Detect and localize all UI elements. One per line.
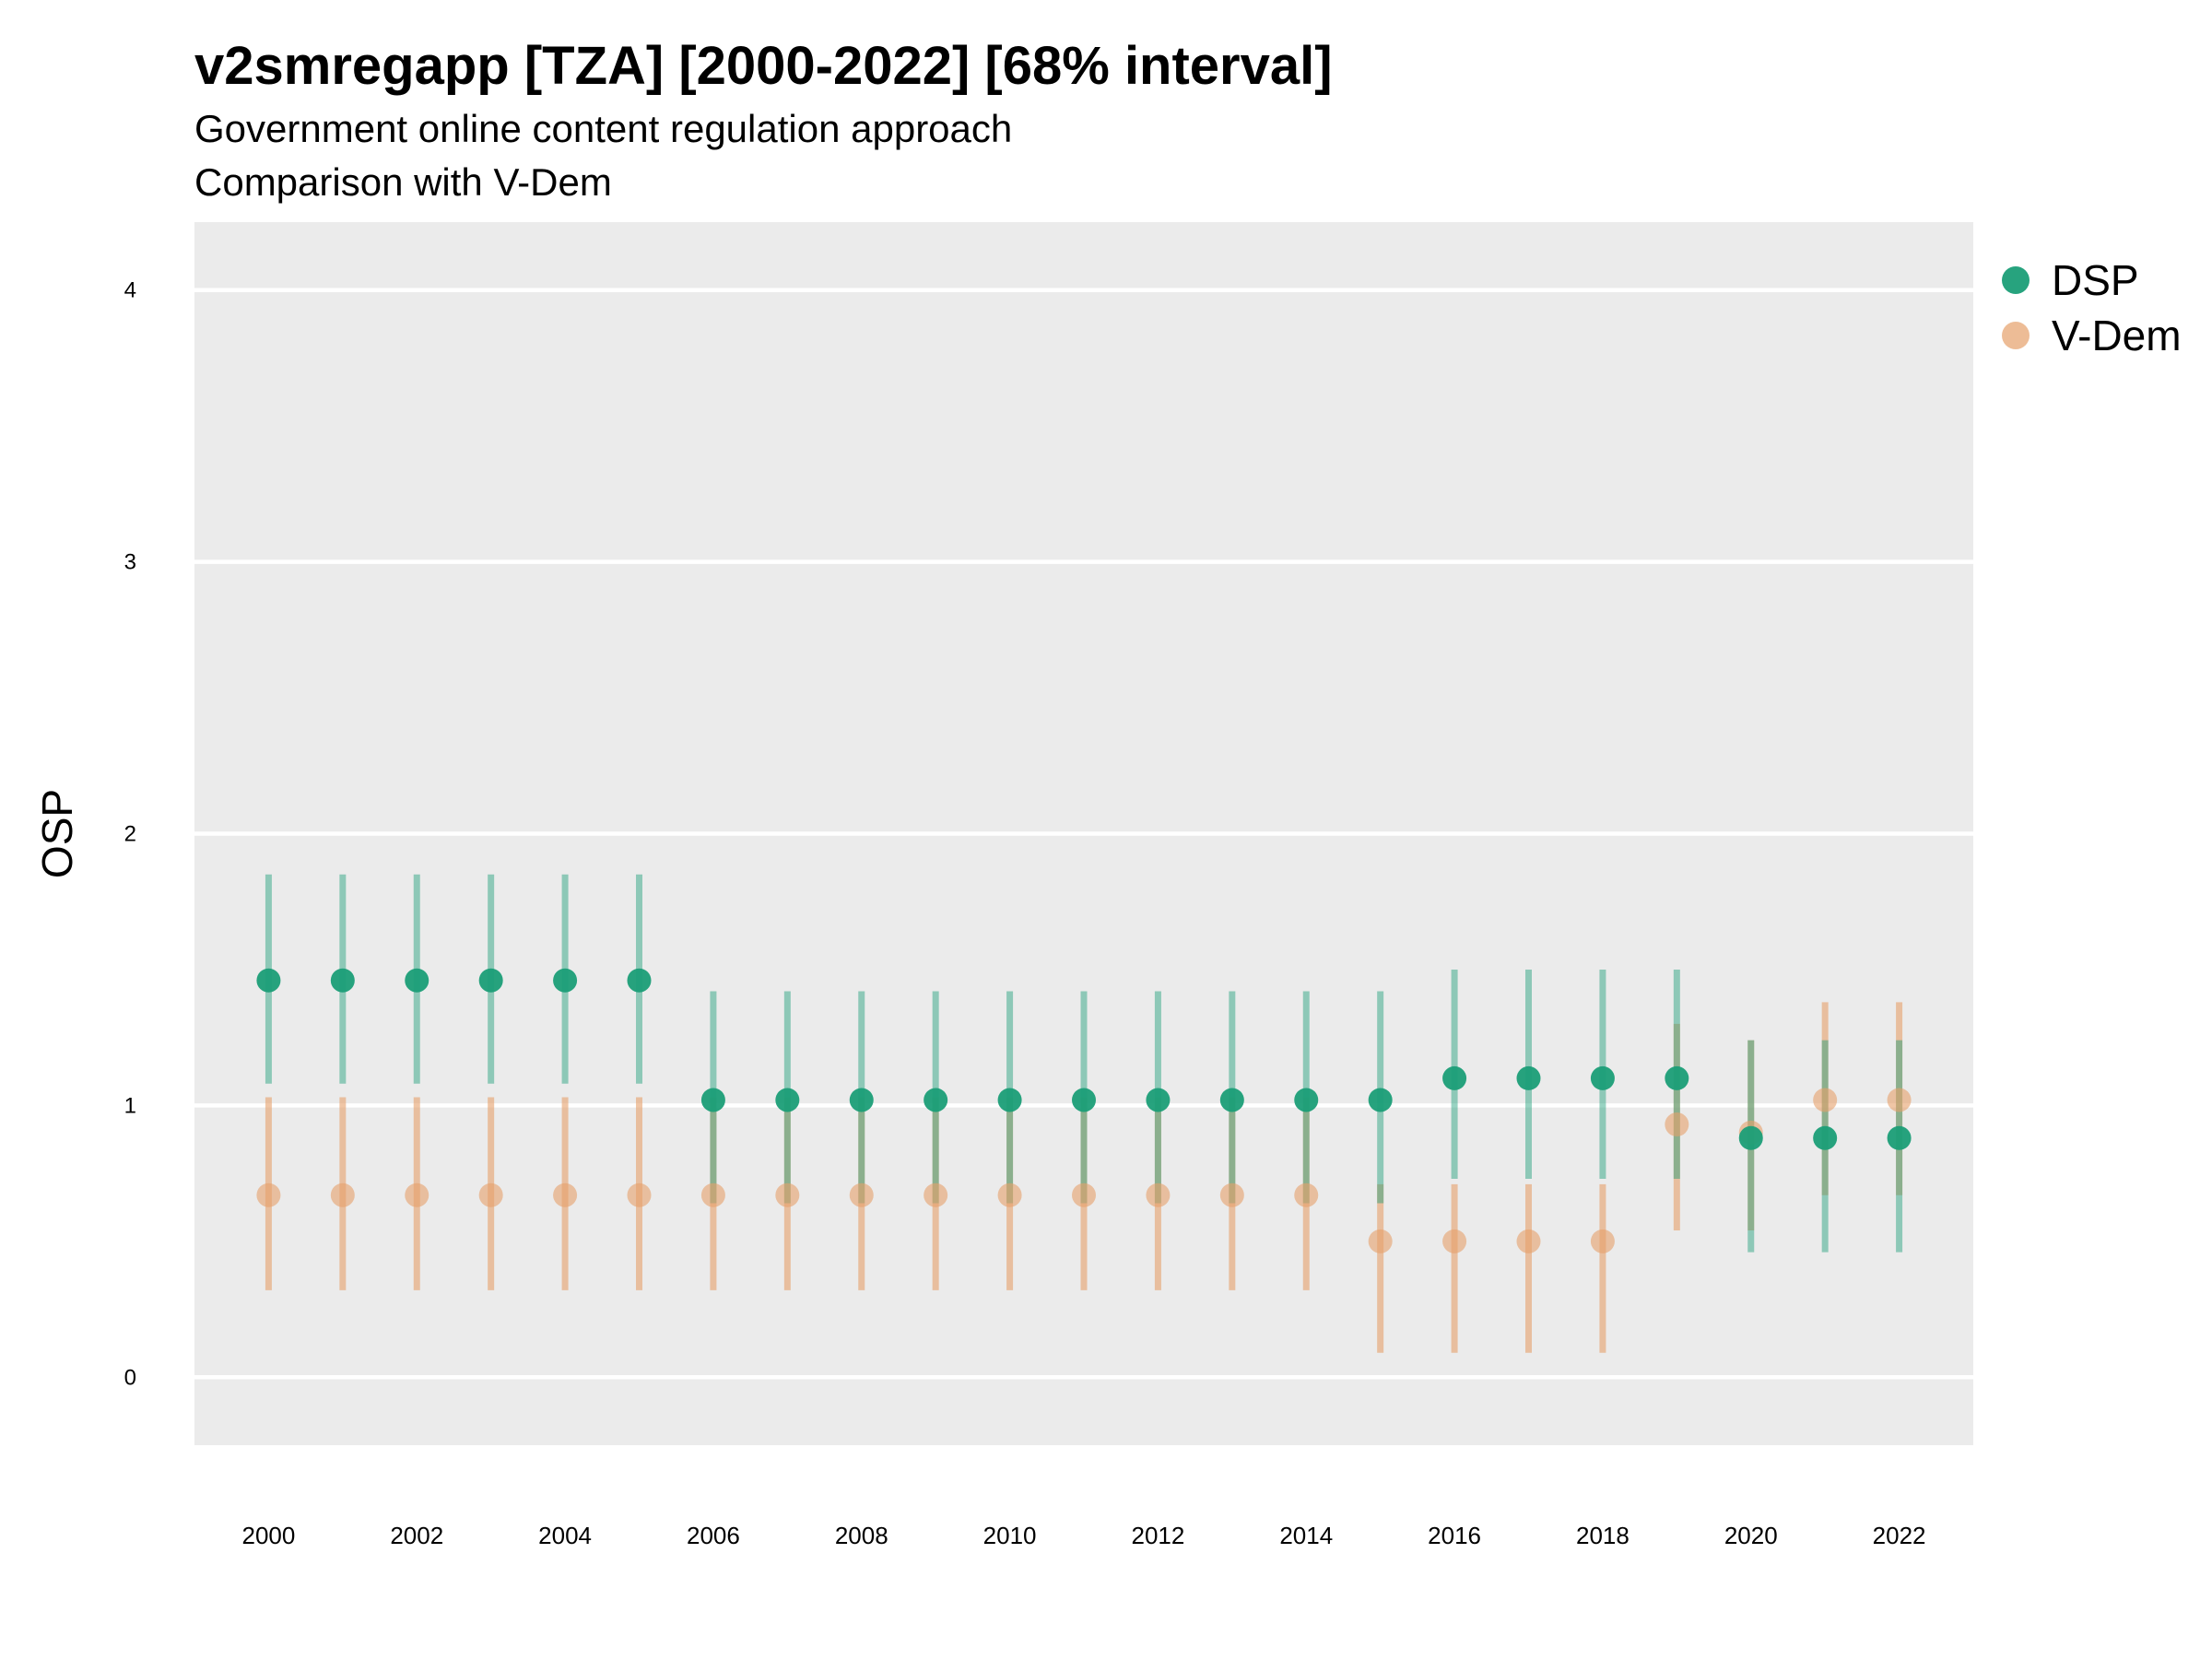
legend-label-dsp: DSP [2052, 256, 2139, 304]
vdem-point-2010 [997, 1182, 1022, 1207]
y-tick-label: 1 [124, 1093, 136, 1118]
dsp-point-2002 [405, 968, 429, 993]
dsp-point-2008 [849, 1088, 874, 1112]
dsp-point-2003 [478, 968, 503, 993]
dsp-point-2013 [1219, 1088, 1244, 1112]
dsp-point-2011 [1072, 1088, 1096, 1112]
legend-label-vdem: V-Dem [2052, 312, 2182, 359]
dsp-point-layer [256, 968, 1912, 1150]
dsp-point-2020 [1738, 1125, 1763, 1150]
vdem-point-2015 [1368, 1229, 1393, 1253]
x-tick-label: 2016 [1428, 1522, 1481, 1549]
vdem-point-2012 [1146, 1182, 1171, 1207]
x-tick-label: 2010 [983, 1522, 1037, 1549]
vdem-point-2016 [1442, 1229, 1467, 1253]
dsp-point-2014 [1294, 1088, 1319, 1112]
dsp-point-2009 [924, 1088, 948, 1112]
vdem-point-2008 [849, 1182, 874, 1207]
legend-item-dsp: DSP [1998, 253, 2182, 308]
dsp-point-2016 [1442, 1065, 1467, 1090]
y-axis-label: OSP [33, 789, 81, 878]
legend-swatch-vdem [2002, 322, 2030, 349]
x-tick-label: 2000 [241, 1522, 295, 1549]
dsp-point-2015 [1368, 1088, 1393, 1112]
chart-subtitle: Government online content regulation app… [194, 107, 1013, 150]
vdem-point-2013 [1219, 1182, 1244, 1207]
dsp-point-2005 [627, 968, 652, 993]
vdem-point-layer [256, 1088, 1912, 1253]
x-tick-label: 2004 [538, 1522, 592, 1549]
vdem-point-2004 [553, 1182, 578, 1207]
dsp-point-2022 [1887, 1125, 1912, 1150]
dsp-point-2019 [1665, 1065, 1689, 1090]
vdem-point-2007 [775, 1182, 800, 1207]
vdem-point-2003 [478, 1182, 503, 1207]
legend-swatch-dsp [2002, 266, 2030, 294]
x-tick-label: 2014 [1279, 1522, 1333, 1549]
x-tick-label: 2012 [1131, 1522, 1184, 1549]
x-tick-label: 2008 [835, 1522, 888, 1549]
vdem-point-2019 [1665, 1112, 1689, 1137]
y-tick-label: 2 [124, 822, 136, 847]
vdem-point-2011 [1072, 1182, 1096, 1207]
dsp-point-2018 [1590, 1065, 1615, 1090]
vdem-point-2006 [700, 1182, 725, 1207]
legend: DSP V-Dem [1998, 253, 2182, 363]
x-tick-labels: 2000 2002 2004 2006 2008 2010 2012 2014 2016 2018… [241, 1522, 1925, 1549]
x-tick-label: 2006 [687, 1522, 740, 1549]
vdem-point-2000 [256, 1182, 281, 1207]
dsp-point-2010 [997, 1088, 1022, 1112]
x-tick-label: 2002 [390, 1522, 443, 1549]
vdem-point-2009 [924, 1182, 948, 1207]
vdem-point-2001 [330, 1182, 355, 1207]
y-tick-label: 0 [124, 1365, 136, 1390]
dsp-point-2000 [256, 968, 281, 993]
y-tick-labels: 0 1 2 3 4 [124, 278, 136, 1391]
vdem-point-2017 [1516, 1229, 1541, 1253]
dsp-point-2004 [553, 968, 578, 993]
x-tick-label: 2022 [1873, 1522, 1926, 1549]
dsp-point-2021 [1813, 1125, 1838, 1150]
legend-item-vdem: V-Dem [1998, 308, 2182, 363]
vdem-point-2018 [1590, 1229, 1615, 1253]
vdem-point-2002 [405, 1182, 429, 1207]
dsp-point-2007 [775, 1088, 800, 1112]
vdem-point-2021 [1813, 1088, 1838, 1112]
chart-caption: Comparison with V-Dem [194, 160, 612, 204]
y-tick-label: 4 [124, 278, 136, 303]
dsp-point-2012 [1146, 1088, 1171, 1112]
y-tick-label: 3 [124, 550, 136, 575]
vdem-point-2005 [627, 1182, 652, 1207]
dsp-point-2001 [330, 968, 355, 993]
x-tick-label: 2018 [1576, 1522, 1630, 1549]
chart-title: v2smregapp [TZA] [2000-2022] [68% interv… [194, 36, 1333, 96]
dsp-point-2017 [1516, 1065, 1541, 1090]
vdem-point-2014 [1294, 1182, 1319, 1207]
dsp-point-2006 [700, 1088, 725, 1112]
vdem-point-2022 [1887, 1088, 1912, 1112]
x-tick-label: 2020 [1724, 1522, 1778, 1549]
